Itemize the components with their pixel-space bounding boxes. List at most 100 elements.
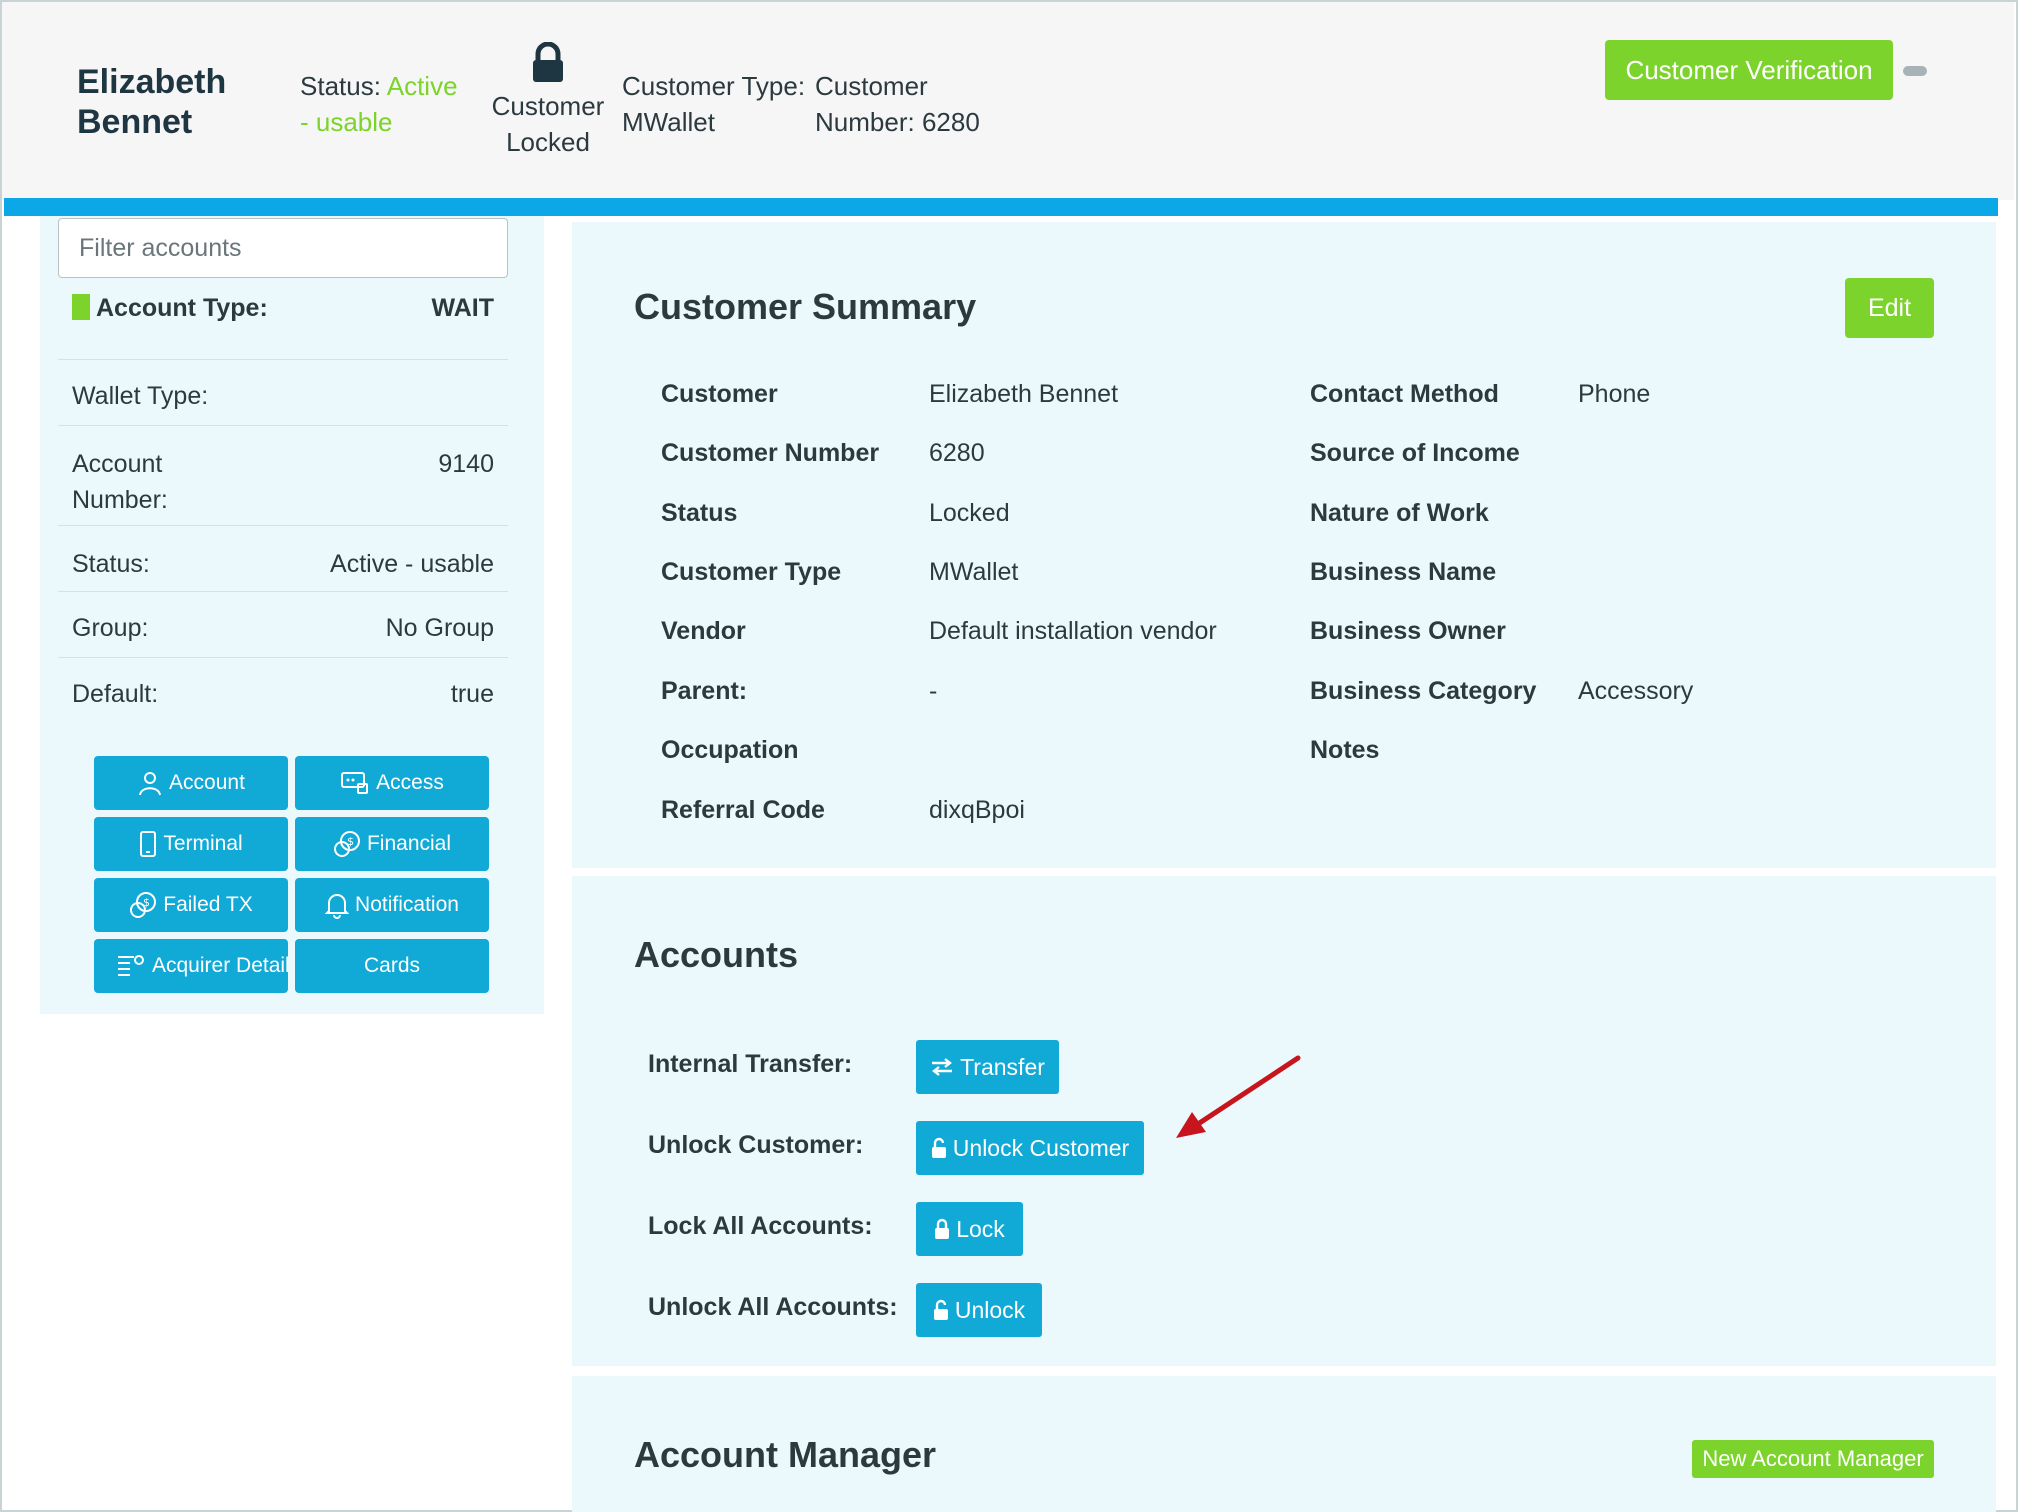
coins-icon: $ bbox=[333, 831, 360, 857]
account-manager-title: Account Manager bbox=[634, 1434, 937, 1475]
edit-button[interactable]: Edit bbox=[1845, 278, 1934, 338]
svg-text:$: $ bbox=[347, 835, 354, 848]
account-status-label: Status: bbox=[72, 550, 150, 578]
customer-number-label: Customer Number: bbox=[815, 71, 928, 137]
account-type-value: WAIT bbox=[431, 294, 495, 322]
field-label: Occupation bbox=[661, 736, 799, 764]
group-value: No Group bbox=[385, 614, 494, 642]
field-value: 6280 bbox=[929, 439, 985, 467]
status-value: Active - usable bbox=[300, 71, 458, 137]
unlock-all-accounts-label: Unlock All Accounts: bbox=[648, 1293, 898, 1321]
field-label: Vendor bbox=[661, 617, 746, 645]
new-account-manager-button[interactable]: New Account Manager bbox=[1692, 1440, 1934, 1478]
lock-icon bbox=[935, 1218, 950, 1239]
account-number-label: Account Number: bbox=[72, 450, 168, 514]
customer-summary-panel: Customer Summary Edit Customer Elizabeth… bbox=[572, 222, 1996, 868]
field-label: Customer bbox=[661, 380, 778, 408]
transfer-button-label: Transfer bbox=[960, 1053, 1045, 1080]
field-value: - bbox=[929, 677, 938, 705]
account-button-label: Account bbox=[169, 771, 245, 794]
customer-name: Elizabeth Bennet bbox=[77, 63, 227, 141]
field-label: Nature of Work bbox=[1310, 499, 1489, 527]
account-status-row: Status: Active - usable bbox=[58, 526, 508, 592]
field-value: Elizabeth Bennet bbox=[929, 380, 1119, 408]
terminal-button-label: Terminal bbox=[163, 832, 243, 855]
field-label: Referral Code bbox=[661, 796, 825, 824]
account-color-indicator bbox=[72, 294, 90, 320]
unlock-customer-label: Unlock Customer: bbox=[648, 1131, 864, 1159]
customer-number: Customer Number: 6280 bbox=[815, 68, 1015, 140]
notification-button-label: Notification bbox=[355, 893, 459, 916]
cards-button-label: Cards bbox=[363, 954, 421, 977]
field-value: Phone bbox=[1578, 380, 1651, 408]
field-label: Notes bbox=[1310, 736, 1380, 764]
field-value: MWallet bbox=[929, 558, 1019, 586]
accounts-title: Accounts bbox=[634, 934, 799, 975]
collapse-handle[interactable] bbox=[1903, 66, 1927, 76]
cards-button[interactable]: Cards bbox=[295, 939, 489, 993]
default-label: Default: bbox=[72, 680, 159, 708]
field-label: Customer Number bbox=[661, 439, 880, 467]
transfer-icon bbox=[932, 1058, 953, 1076]
notification-button[interactable]: Notification bbox=[295, 878, 489, 932]
field-value: Locked bbox=[929, 499, 1010, 527]
field-label: Source of Income bbox=[1310, 439, 1520, 467]
phone-icon bbox=[140, 831, 157, 857]
field-label: Customer Type bbox=[661, 558, 842, 586]
failed-tx-button-label: Failed TX bbox=[163, 893, 253, 916]
financial-button-label: Financial bbox=[366, 832, 452, 855]
unlock-icon bbox=[933, 1299, 948, 1320]
access-icon bbox=[341, 772, 369, 794]
customer-type-value: MWallet bbox=[622, 107, 715, 137]
filter-accounts-input[interactable] bbox=[58, 218, 508, 278]
bell-icon bbox=[325, 894, 350, 919]
unlock-icon bbox=[931, 1137, 946, 1158]
group-row: Group: No Group bbox=[58, 592, 508, 658]
unlock-customer-button[interactable]: Unlock Customer bbox=[916, 1121, 1144, 1175]
field-value: Default installation vendor bbox=[929, 617, 1217, 645]
field-label: Business Category bbox=[1310, 677, 1537, 705]
lock-button[interactable]: Lock bbox=[916, 1202, 1023, 1256]
customer-verification-button[interactable]: Customer Verification bbox=[1605, 40, 1893, 100]
account-type-label: Account Type: bbox=[96, 294, 268, 322]
header-accent-bar bbox=[4, 198, 1998, 216]
customer-number-value: 6280 bbox=[921, 107, 980, 137]
lock-state: Customer Locked bbox=[490, 42, 606, 160]
annotation-arrow-icon bbox=[1176, 1055, 1301, 1138]
unlock-button-label: Unlock bbox=[954, 1296, 1026, 1323]
svg-text:$: $ bbox=[143, 896, 150, 909]
acquirer-details-button-label: Acquirer Details bbox=[152, 954, 288, 977]
account-number-row: Account Number: 9140 bbox=[58, 426, 508, 526]
failed-tx-button[interactable]: $ Failed TX bbox=[94, 878, 288, 932]
access-button[interactable]: Access bbox=[295, 756, 489, 810]
unlock-customer-button-label: Unlock Customer bbox=[952, 1134, 1130, 1161]
field-label: Contact Method bbox=[1310, 380, 1499, 408]
status-label: Status: bbox=[300, 71, 381, 101]
transfer-button[interactable]: Transfer bbox=[916, 1040, 1059, 1094]
user-icon bbox=[139, 772, 162, 796]
field-label: Business Name bbox=[1310, 558, 1497, 586]
field-label: Parent: bbox=[661, 677, 748, 705]
internal-transfer-label: Internal Transfer: bbox=[648, 1050, 853, 1078]
default-value: true bbox=[450, 680, 494, 708]
list-search-icon bbox=[118, 955, 144, 976]
customer-status: Status: Active - usable bbox=[300, 68, 470, 140]
group-label: Group: bbox=[72, 614, 149, 642]
account-manager-panel: Account Manager New Account Manager bbox=[572, 1376, 1996, 1512]
customer-summary-title: Customer Summary bbox=[634, 286, 977, 327]
acquirer-details-button[interactable]: Acquirer Details bbox=[94, 939, 288, 993]
field-label: Business Owner bbox=[1310, 617, 1506, 645]
wallet-type-row: Wallet Type: bbox=[58, 360, 508, 426]
financial-button[interactable]: $ Financial bbox=[295, 817, 489, 871]
customer-type-label: Customer Type: bbox=[622, 71, 806, 101]
lock-icon bbox=[533, 42, 563, 82]
accounts-panel: Accounts Internal Transfer: Transfer Unl… bbox=[572, 876, 1996, 1366]
wallet-type-label: Wallet Type: bbox=[72, 382, 209, 410]
terminal-button[interactable]: Terminal bbox=[94, 817, 288, 871]
account-button[interactable]: Account bbox=[94, 756, 288, 810]
field-value: Accessory bbox=[1578, 677, 1694, 705]
account-type-row: Account Type: WAIT bbox=[58, 294, 508, 360]
unlock-button[interactable]: Unlock bbox=[916, 1283, 1042, 1337]
lock-state-text: Customer Locked bbox=[491, 91, 605, 157]
field-label: Status bbox=[661, 499, 738, 527]
